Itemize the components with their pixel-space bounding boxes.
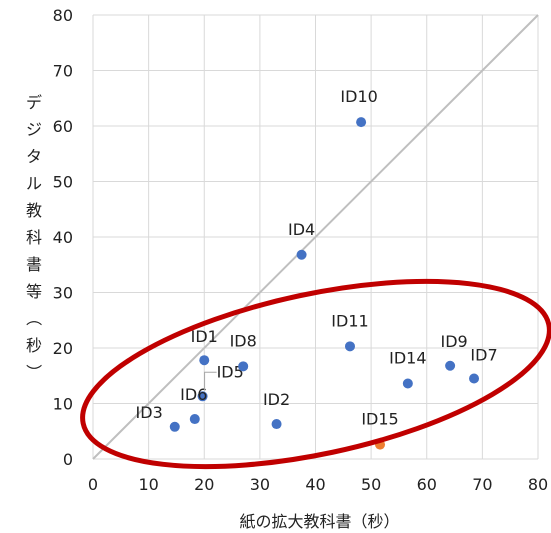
y-tick-label: 40 xyxy=(53,228,73,247)
y-axis-title-char: 科 xyxy=(26,228,42,247)
y-axis-title-char: ジ xyxy=(26,120,42,139)
y-tick-label: 60 xyxy=(53,117,73,136)
point-label-id4: ID4 xyxy=(288,220,315,239)
y-axis-title-char: デ xyxy=(26,93,42,112)
point-label-id6: ID6 xyxy=(180,385,207,404)
x-tick-label: 60 xyxy=(417,475,437,494)
y-tick-label: 50 xyxy=(53,173,73,192)
x-axis: 0 10 20 30 40 50 60 70 80 xyxy=(88,475,548,494)
data-points: ID1 ID2 ID3 ID4 ID5 ID6 ID7 ID8 ID9 ID10 ID11 ID14 I… xyxy=(136,87,498,450)
x-tick-label: 30 xyxy=(250,475,270,494)
x-axis-title: 紙の拡大教科書（秒） xyxy=(239,512,399,531)
y-tick-label: 30 xyxy=(53,284,73,303)
y-tick-label: 20 xyxy=(53,339,73,358)
y-axis-title-char: タ xyxy=(26,147,42,166)
data-point-id7 xyxy=(469,373,480,384)
point-label-id9: ID9 xyxy=(441,332,468,351)
y-axis-title-char: 等 xyxy=(26,282,42,301)
reference-diagonal-line xyxy=(92,14,539,460)
data-point-id3 xyxy=(169,421,180,432)
x-tick-label: 50 xyxy=(361,475,381,494)
x-tick-label: 0 xyxy=(88,475,98,494)
y-axis-title-char: （ xyxy=(24,310,43,326)
point-label-id11: ID11 xyxy=(331,311,368,330)
data-point-id4 xyxy=(296,249,307,260)
y-tick-label: 0 xyxy=(63,450,73,469)
y-tick-label: 80 xyxy=(53,6,73,25)
point-label-id8: ID8 xyxy=(230,331,257,350)
point-label-id3: ID3 xyxy=(136,403,163,422)
point-label-id5: ID5 xyxy=(217,362,244,381)
x-tick-label: 80 xyxy=(528,475,548,494)
data-point-id6 xyxy=(189,414,200,425)
data-point-id9 xyxy=(445,360,456,371)
y-axis-title-char: 秒 xyxy=(26,336,42,355)
point-label-id14: ID14 xyxy=(389,349,426,368)
x-tick-label: 10 xyxy=(138,475,158,494)
point-label-id15: ID15 xyxy=(361,410,398,429)
y-tick-label: 70 xyxy=(53,62,73,81)
point-label-id7: ID7 xyxy=(470,346,497,365)
highlight-ellipse xyxy=(80,278,551,470)
data-point-id14 xyxy=(402,378,413,389)
y-axis-title-char: ） xyxy=(24,364,43,380)
x-tick-label: 20 xyxy=(194,475,214,494)
data-point-id5 xyxy=(197,391,208,402)
x-tick-label: 70 xyxy=(472,475,492,494)
y-tick-label: 10 xyxy=(53,395,73,414)
point-label-id1: ID1 xyxy=(191,327,218,346)
data-point-id1 xyxy=(199,355,210,366)
y-axis-title-char: 書 xyxy=(26,255,42,274)
data-point-id10 xyxy=(356,117,367,128)
data-point-id11 xyxy=(344,341,355,352)
point-label-id2: ID2 xyxy=(263,390,290,409)
x-tick-label: 40 xyxy=(305,475,325,494)
point-label-id10: ID10 xyxy=(340,87,377,106)
y-axis-title-char: ル xyxy=(26,174,42,193)
y-axis: 0 10 20 30 40 50 60 70 80 xyxy=(53,6,73,469)
y-axis-title-char: 教 xyxy=(26,201,42,220)
data-point-id8 xyxy=(238,361,249,372)
data-point-id2 xyxy=(271,419,282,430)
id5-leader-line xyxy=(204,371,217,391)
